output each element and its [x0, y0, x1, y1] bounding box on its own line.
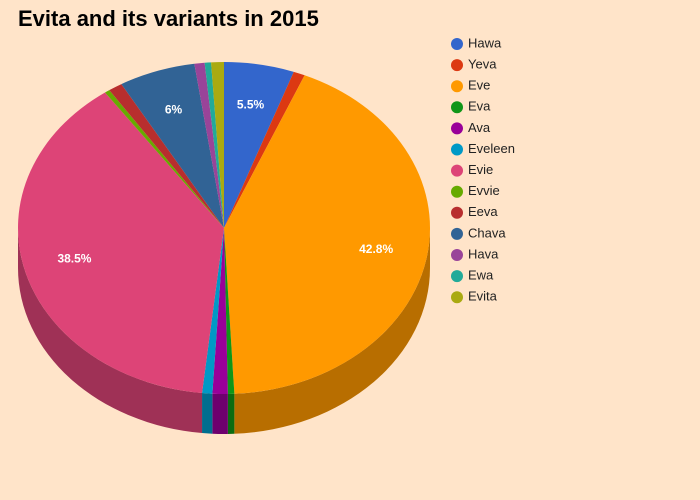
- legend-label: Ava: [468, 120, 491, 135]
- chart-title: Evita and its variants in 2015: [18, 6, 319, 31]
- legend-swatch: [451, 122, 463, 135]
- legend-label: Ewa: [468, 268, 494, 283]
- data-label: 5.5%: [237, 98, 265, 112]
- slice-side: [202, 393, 213, 434]
- slice: [224, 228, 235, 394]
- legend-swatch: [451, 227, 463, 240]
- legend-swatch: [451, 101, 463, 114]
- legend-label: Evvie: [468, 183, 500, 198]
- legend-swatch: [451, 38, 463, 50]
- data-label: 42.8%: [359, 242, 393, 256]
- legend-label: Chava: [468, 225, 506, 240]
- slice-side: [212, 393, 228, 434]
- slice: [224, 62, 294, 228]
- legend-label: Evie: [468, 162, 493, 177]
- slice: [204, 62, 224, 229]
- legend-swatch: [451, 206, 463, 219]
- legend-label: Eva: [468, 99, 491, 114]
- slice-side: [234, 228, 430, 434]
- slice: [211, 62, 224, 228]
- legend-label: Eve: [468, 78, 490, 93]
- slice: [105, 90, 224, 228]
- legend-label: Eeva: [468, 204, 498, 219]
- slice: [109, 84, 224, 229]
- data-label: 6%: [165, 103, 183, 117]
- legend-swatch: [451, 249, 463, 261]
- legend-swatch: [451, 80, 463, 93]
- legend-label: Eveleen: [468, 141, 515, 156]
- legend-swatch: [451, 291, 463, 304]
- legend-label: Yeva: [468, 57, 497, 72]
- legend-swatch: [451, 164, 463, 177]
- slice-side: [227, 393, 235, 434]
- slice: [212, 228, 228, 394]
- slice: [194, 62, 224, 229]
- data-label: 38.5%: [57, 252, 91, 266]
- slice: [224, 71, 305, 229]
- slice: [121, 63, 224, 229]
- slice-side: [18, 228, 203, 434]
- slice: [17, 92, 224, 394]
- legend-label: Hawa: [468, 35, 502, 50]
- legend-swatch: [451, 59, 463, 72]
- legend-swatch: [451, 143, 463, 156]
- legend-label: Evita: [468, 289, 498, 304]
- legend-label: Hava: [468, 246, 499, 261]
- slice: [202, 228, 224, 394]
- legend-swatch: [451, 270, 463, 283]
- slice: [224, 75, 431, 394]
- legend-swatch: [451, 185, 463, 198]
